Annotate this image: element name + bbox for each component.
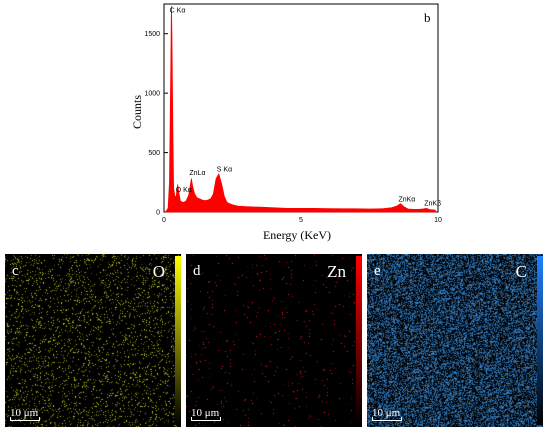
carbon-intensity-bar: [537, 256, 543, 425]
y-tick-label: 0: [156, 210, 160, 217]
oxygen-map-image: [5, 254, 181, 427]
panel-label: e: [374, 263, 381, 279]
scale-bar-label: 10 μm: [10, 407, 39, 419]
y-axis-label: Counts: [130, 95, 144, 129]
element-label: O: [152, 262, 165, 281]
edx-spectrum-chart: 0 5 10 0 500 1000 1500 C Kα O Kα ZnLα S Kα ZnKα ZnK…: [130, 3, 442, 242]
peak-label: ZnKβ: [424, 200, 441, 207]
element-label: C: [515, 262, 527, 281]
x-tick-label: 5: [299, 217, 303, 224]
scale-bar: [372, 417, 402, 421]
element-map-carbon: e C 10 μm: [367, 254, 543, 427]
x-tick-label: 0: [162, 217, 166, 224]
scale-bar-label: 10 μm: [372, 407, 401, 419]
scale-bar-label: 10 μm: [191, 407, 220, 419]
peak-label: ZnKα: [398, 196, 415, 203]
element-label: Zn: [327, 262, 346, 281]
x-axis-label: Energy (KeV): [263, 228, 331, 242]
peak-label: S Kα: [217, 167, 232, 174]
peak-label: O Kα: [176, 187, 192, 194]
oxygen-intensity-bar: [175, 256, 181, 425]
x-tick-label: 10: [434, 217, 442, 224]
panel-label: b: [424, 10, 431, 25]
y-tick-label: 500: [148, 150, 160, 157]
y-tick-label: 1500: [144, 31, 160, 38]
plot-frame: [163, 3, 439, 213]
panel-label: d: [193, 263, 201, 279]
scale-bar: [191, 417, 221, 421]
spectrum-series: [164, 6, 436, 213]
peak-label: ZnLα: [189, 170, 205, 177]
y-tick-label: 1000: [144, 91, 160, 98]
element-map-oxygen: c O 10 μm: [5, 254, 181, 427]
carbon-map-image: [367, 254, 543, 427]
peak-label: C Kα: [170, 7, 186, 14]
element-map-zinc: d Zn 10 μm: [186, 254, 362, 427]
zinc-map-image: [186, 254, 362, 427]
scale-bar: [10, 417, 40, 421]
panel-label: c: [12, 263, 19, 279]
zinc-intensity-bar: [356, 256, 362, 425]
